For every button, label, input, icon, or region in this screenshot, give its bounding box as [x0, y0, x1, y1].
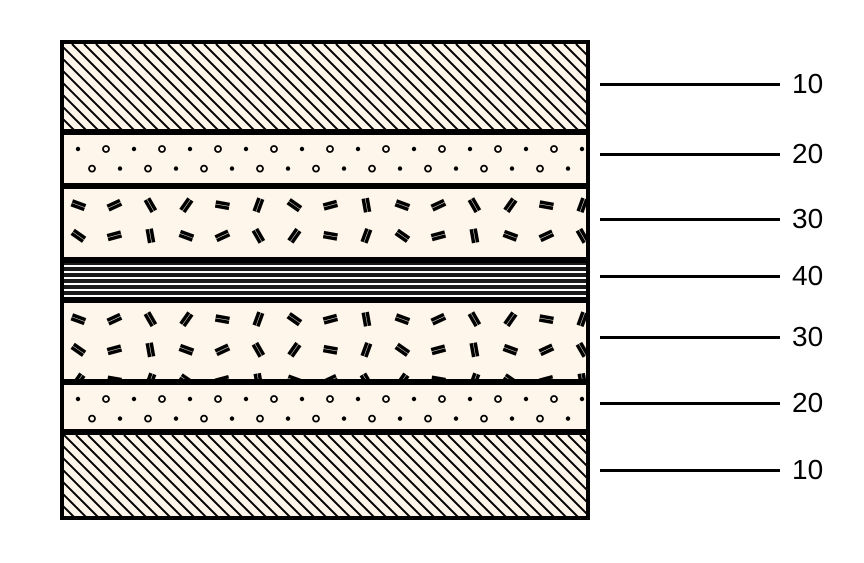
label-row: 30: [600, 203, 823, 235]
diagram-container: 10 20 30 40 30 20 10: [20, 20, 864, 543]
label-row: 20: [600, 138, 823, 170]
leader-line: [600, 218, 780, 221]
leader-line: [600, 402, 780, 405]
layer-label: 30: [792, 203, 823, 235]
leader-line: [600, 153, 780, 156]
layer-20: [64, 382, 586, 432]
layer-30: [64, 300, 586, 382]
layer-10: [64, 44, 586, 132]
label-row: 10: [600, 68, 823, 100]
layer-label: 20: [792, 387, 823, 419]
layer-label: 10: [792, 68, 823, 100]
layer-label: 40: [792, 260, 823, 292]
layer-20: [64, 132, 586, 186]
layer-label: 20: [792, 138, 823, 170]
leader-line: [600, 469, 780, 472]
label-row: 30: [600, 321, 823, 353]
label-row: 40: [600, 260, 823, 292]
leader-line: [600, 275, 780, 278]
layer-10: [64, 432, 586, 516]
layer-30: [64, 186, 586, 260]
leader-line: [600, 336, 780, 339]
label-row: 10: [600, 454, 823, 486]
leader-line: [600, 83, 780, 86]
layer-40: [64, 260, 586, 300]
layer-label: 10: [792, 454, 823, 486]
layer-label: 30: [792, 321, 823, 353]
label-row: 20: [600, 387, 823, 419]
cross-section-box: [60, 40, 590, 520]
